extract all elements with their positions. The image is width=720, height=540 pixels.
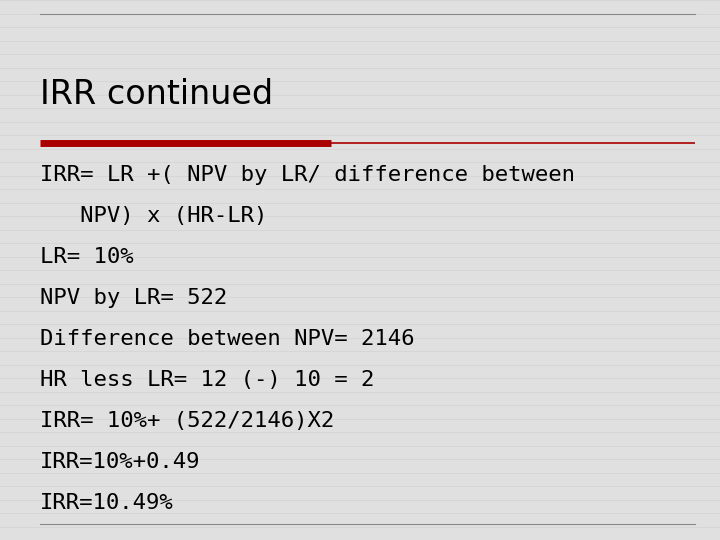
Text: IRR=10.49%: IRR=10.49% (40, 493, 174, 513)
Text: IRR= LR +( NPV by LR/ difference between: IRR= LR +( NPV by LR/ difference between (40, 165, 575, 185)
Text: IRR= 10%+ (522/2146)X2: IRR= 10%+ (522/2146)X2 (40, 411, 334, 431)
Text: Difference between NPV= 2146: Difference between NPV= 2146 (40, 329, 414, 349)
Text: HR less LR= 12 (-) 10 = 2: HR less LR= 12 (-) 10 = 2 (40, 370, 374, 390)
Text: LR= 10%: LR= 10% (40, 247, 133, 267)
Text: NPV) x (HR-LR): NPV) x (HR-LR) (40, 206, 267, 226)
Text: IRR=10%+0.49: IRR=10%+0.49 (40, 452, 200, 472)
Text: NPV by LR= 522: NPV by LR= 522 (40, 288, 227, 308)
Text: IRR continued: IRR continued (40, 78, 273, 111)
